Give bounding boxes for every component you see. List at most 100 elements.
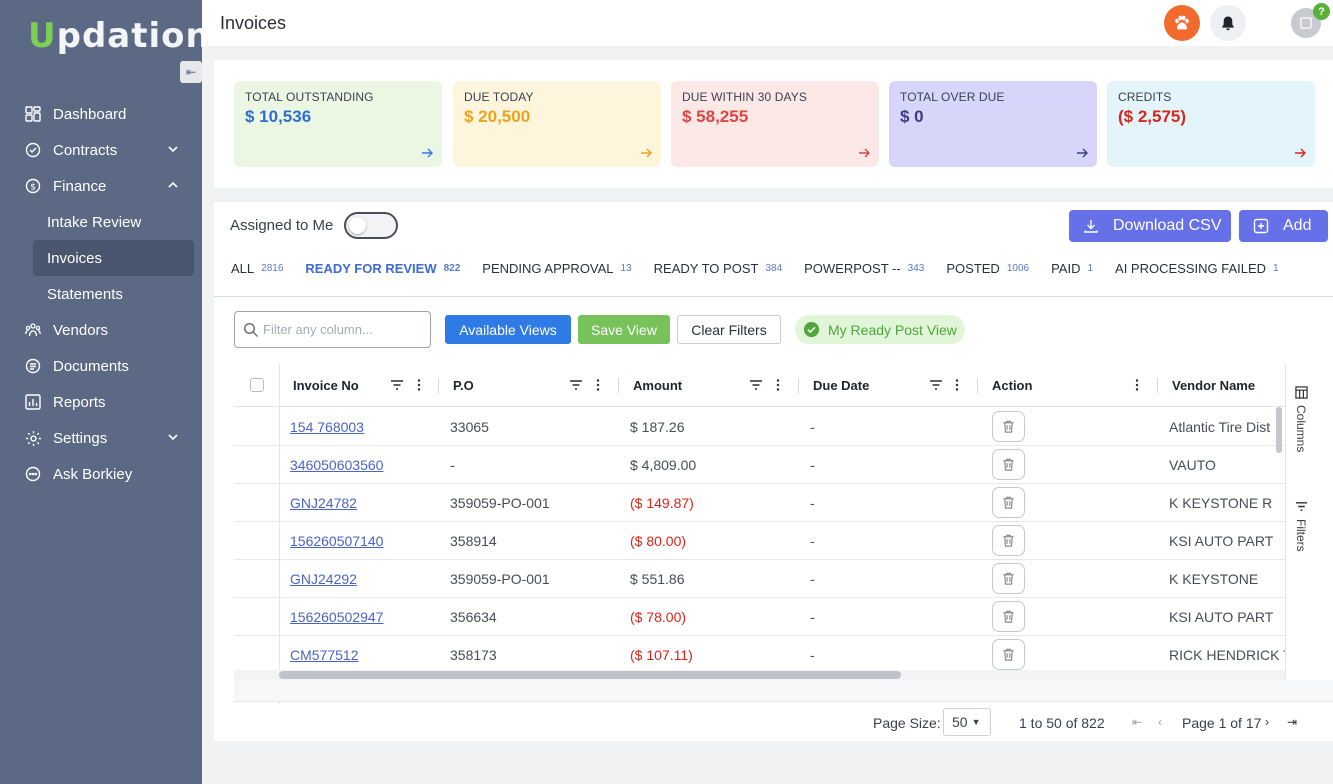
my-ready-post-view-chip[interactable]: My Ready Post View: [795, 315, 965, 344]
horizontal-scrollbar[interactable]: [234, 670, 1285, 680]
add-button[interactable]: Add: [1239, 210, 1328, 242]
last-page-icon[interactable]: ⇥: [1287, 715, 1298, 729]
column-separator[interactable]: [618, 377, 619, 393]
tab-ready-to-post[interactable]: READY TO POST 384: [654, 261, 782, 276]
sidebar-subitem-invoices[interactable]: Invoices: [33, 240, 194, 276]
card-total-outstanding[interactable]: TOTAL OUTSTANDING $ 10,536: [234, 81, 442, 167]
tab-all[interactable]: ALL 2816: [231, 261, 283, 276]
card-due-within-30-days[interactable]: DUE WITHIN 30 DAYS $ 58,255: [671, 81, 879, 167]
filters-tool[interactable]: Filters: [1294, 500, 1308, 552]
column-separator[interactable]: [438, 377, 439, 393]
amount-cell: $ 4,809.00: [630, 456, 697, 473]
arrow-right-icon[interactable]: [1075, 146, 1089, 160]
sidebar-item-ask-borkiey[interactable]: Ask Borkiey: [0, 456, 202, 492]
invoice-link[interactable]: 346050603560: [290, 456, 384, 473]
arrow-right-icon[interactable]: [1293, 146, 1307, 160]
sidebar-item-settings[interactable]: Settings: [0, 420, 202, 456]
more-vertical-icon[interactable]: [591, 378, 605, 392]
updation-logo[interactable]: Updation: [28, 14, 211, 58]
more-vertical-icon[interactable]: [950, 378, 964, 392]
first-page-icon[interactable]: ⇤: [1132, 715, 1143, 729]
sidebar-item-contracts[interactable]: Contracts: [0, 132, 202, 168]
more-vertical-icon[interactable]: [771, 378, 785, 392]
filter-icon[interactable]: [569, 378, 583, 392]
assigned-to-me-toggle[interactable]: [344, 212, 398, 239]
table-row[interactable]: 154 768003 33065 $ 187.26 - Atlantic Tir…: [234, 408, 1285, 446]
collapse-sidebar-button[interactable]: ⇤: [180, 61, 202, 83]
sidebar-item-documents[interactable]: Documents: [0, 348, 202, 384]
card-total-over-due[interactable]: TOTAL OVER DUE $ 0: [889, 81, 1097, 167]
sidebar-item-reports[interactable]: Reports: [0, 384, 202, 420]
column-header-vendor-name[interactable]: Vendor Name: [1158, 364, 1285, 407]
filter-icon[interactable]: [929, 378, 943, 392]
invoice-link[interactable]: GNJ24782: [290, 494, 357, 511]
delete-button[interactable]: [992, 487, 1025, 518]
table-row[interactable]: GNJ24782 359059-PO-001 ($ 149.87) - K KE…: [234, 484, 1285, 522]
table-row[interactable]: GNJ24292 359059-PO-001 $ 551.86 - K KEYS…: [234, 560, 1285, 598]
help-badge[interactable]: ?: [1313, 3, 1330, 20]
tab-posted[interactable]: POSTED 1006: [946, 261, 1029, 276]
column-separator[interactable]: [977, 377, 978, 393]
column-header-action[interactable]: Action: [978, 364, 1158, 407]
tab-ai-processing-failed[interactable]: AI PROCESSING FAILED 1: [1115, 261, 1279, 276]
more-vertical-icon[interactable]: [412, 378, 426, 392]
sidebar-subitem-intake-review[interactable]: Intake Review: [0, 204, 202, 240]
column-header-due-date[interactable]: Due Date: [799, 364, 978, 407]
arrow-right-icon[interactable]: [420, 146, 434, 160]
select-all-checkbox[interactable]: [249, 378, 264, 392]
available-views-button[interactable]: Available Views: [445, 315, 571, 344]
delete-button[interactable]: [992, 449, 1025, 480]
sidebar-item-dashboard[interactable]: Dashboard: [0, 96, 202, 132]
filter-icon[interactable]: [390, 378, 404, 392]
tab-label: PAID: [1051, 261, 1081, 276]
notifications-button[interactable]: [1210, 5, 1246, 41]
delete-button[interactable]: [992, 411, 1025, 442]
invoice-link[interactable]: 156260502947: [290, 608, 384, 625]
arrow-right-icon[interactable]: [639, 146, 653, 160]
delete-button[interactable]: [992, 525, 1025, 556]
column-separator[interactable]: [798, 377, 799, 393]
tab-pending-approval[interactable]: PENDING APPROVAL 13: [482, 261, 631, 276]
save-view-button[interactable]: Save View: [578, 315, 670, 344]
sidebar-item-finance[interactable]: $ Finance: [0, 168, 202, 204]
prev-page-icon[interactable]: ‹: [1158, 715, 1162, 729]
table-row[interactable]: 156260502947 356634 ($ 78.00) - KSI AUTO…: [234, 598, 1285, 636]
horizontal-scrollbar-thumb[interactable]: [279, 671, 901, 679]
column-header-po[interactable]: P.O: [439, 364, 619, 407]
paw-button[interactable]: [1164, 5, 1200, 41]
vertical-scrollbar[interactable]: [1276, 407, 1282, 453]
sidebar-item-vendors[interactable]: Vendors: [0, 312, 202, 348]
sidebar-subitem-statements[interactable]: Statements: [0, 276, 202, 312]
trash-icon: [1003, 458, 1014, 471]
invoice-link[interactable]: 156260507140: [290, 532, 384, 549]
filter-icon[interactable]: [749, 378, 763, 392]
next-page-icon[interactable]: ›: [1265, 715, 1269, 729]
delete-button[interactable]: [992, 563, 1025, 594]
clear-filters-button[interactable]: Clear Filters: [677, 315, 781, 344]
download-csv-button[interactable]: Download CSV: [1069, 210, 1231, 242]
check-circle-icon: [803, 321, 820, 338]
column-header-amount[interactable]: Amount: [619, 364, 799, 407]
card-due-today[interactable]: DUE TODAY $ 20,500: [453, 81, 661, 167]
page-size-select[interactable]: 50 ▼: [943, 708, 991, 736]
invoice-link[interactable]: 154 768003: [290, 418, 364, 435]
delete-button[interactable]: [992, 601, 1025, 632]
arrow-right-icon[interactable]: [857, 146, 871, 160]
invoice-link[interactable]: CM577512: [290, 646, 359, 663]
filter-placeholder: Filter any column...: [263, 322, 373, 337]
table-row[interactable]: CM577512 358173 ($ 107.11) - RICK HENDRI…: [234, 636, 1285, 674]
delete-button[interactable]: [992, 639, 1025, 670]
filter-any-column-input[interactable]: Filter any column...: [234, 311, 431, 348]
card-credits[interactable]: CREDITS ($ 2,575): [1107, 81, 1315, 167]
columns-tool[interactable]: Columns: [1294, 386, 1308, 452]
table-row[interactable]: 156260507140 358914 ($ 80.00) - KSI AUTO…: [234, 522, 1285, 560]
column-header-invoice-no[interactable]: Invoice No: [279, 364, 439, 407]
table-row[interactable]: 346050603560 - $ 4,809.00 - VAUTO: [234, 446, 1285, 484]
tab-paid[interactable]: PAID 1: [1051, 261, 1093, 276]
tabs-divider: [214, 296, 1333, 297]
tab-powerpost[interactable]: POWERPOST -- 343: [804, 261, 924, 276]
invoice-link[interactable]: GNJ24292: [290, 570, 357, 587]
more-vertical-icon[interactable]: [1130, 378, 1144, 392]
column-separator[interactable]: [1157, 377, 1158, 393]
tab-ready-for-review[interactable]: READY FOR REVIEW 822: [305, 261, 460, 276]
